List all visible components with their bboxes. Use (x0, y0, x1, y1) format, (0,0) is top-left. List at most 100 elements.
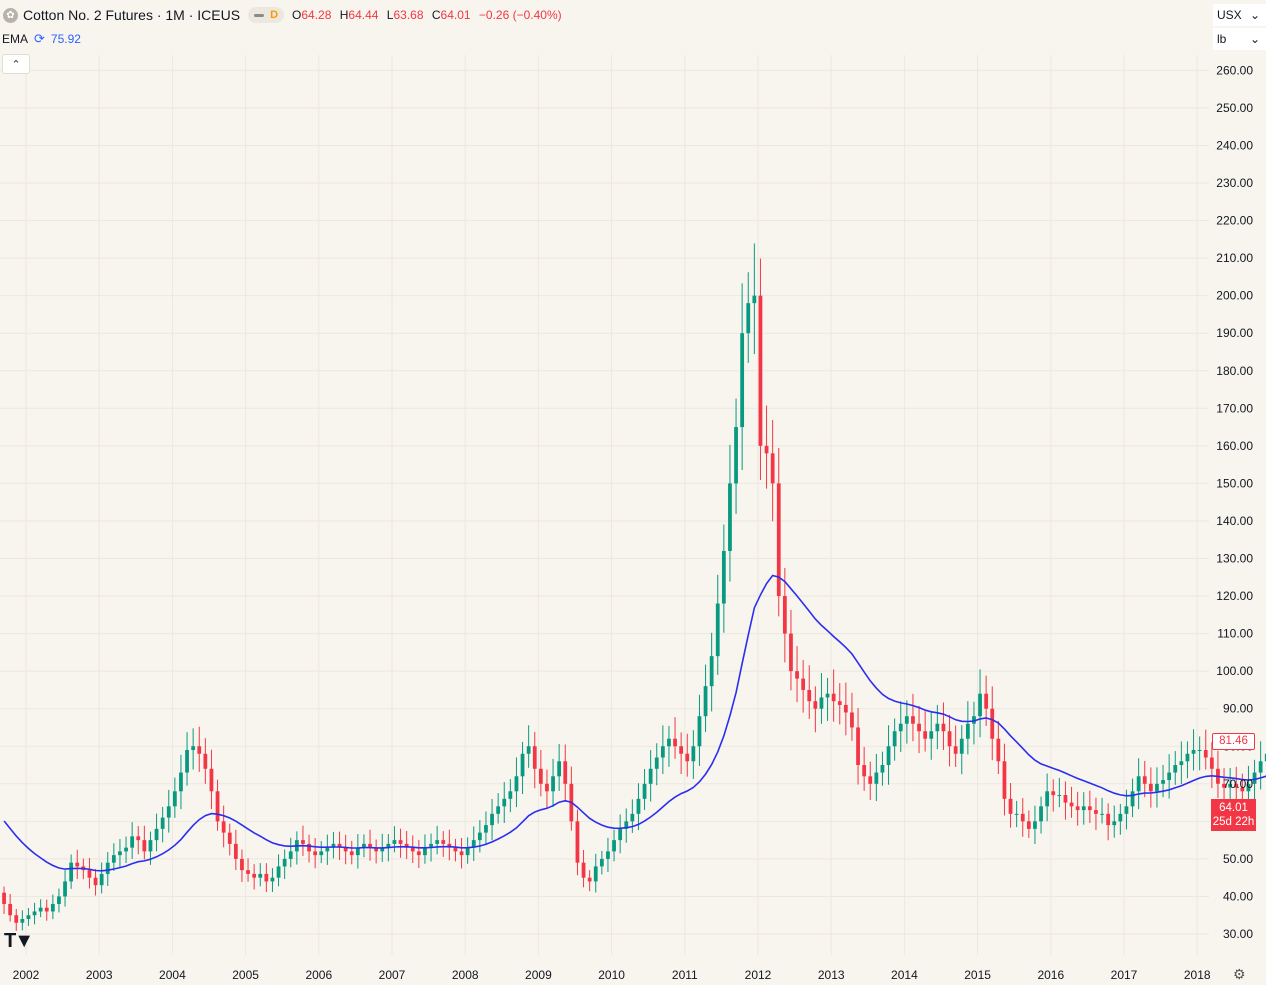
candle-body (1228, 783, 1233, 788)
y-axis[interactable]: 30.0040.0050.0060.0070.0080.0090.00100.0… (1216, 63, 1253, 941)
candle-body (1173, 765, 1178, 773)
symbol-title[interactable]: Cotton No. 2 Futures · 1M · ICEUS (23, 7, 241, 23)
candle-body (374, 847, 379, 852)
candle-body (258, 873, 263, 878)
candle-body (99, 873, 104, 886)
indicator-legend[interactable]: EMA ⟳ 75.92 (0, 30, 81, 48)
candle-body (508, 791, 513, 799)
refresh-icon[interactable]: ⟳ (34, 31, 45, 46)
candle-body (685, 753, 690, 762)
candle-body (453, 847, 458, 852)
last-price-value: 64.01 (1219, 802, 1248, 814)
candle-body (1063, 795, 1068, 803)
candle-body (1167, 772, 1172, 781)
candle-body (764, 445, 769, 454)
candle-body (264, 873, 269, 882)
candle-body (435, 840, 440, 844)
data-status-badge[interactable]: D (248, 7, 285, 23)
candle-body (1020, 813, 1025, 822)
candle-body (1246, 783, 1251, 792)
candle-body (416, 851, 421, 856)
candle-body (1252, 772, 1257, 784)
y-tick-label: 120.00 (1216, 589, 1253, 603)
chevron-down-icon: ⌄ (1249, 32, 1260, 46)
candle-body (959, 738, 964, 754)
candle-body (520, 753, 525, 777)
candle-body (319, 851, 324, 856)
candle-body (1197, 750, 1202, 752)
candle-body (191, 746, 196, 751)
candle-body (331, 843, 336, 848)
x-tick-label: 2012 (745, 968, 772, 982)
candle-body (14, 915, 19, 923)
candle-body (270, 877, 275, 882)
candle-body (209, 768, 214, 792)
candle-body (502, 798, 507, 807)
candle-body (1112, 821, 1117, 826)
x-tick-label: 2016 (1037, 968, 1064, 982)
candle-body (215, 791, 220, 822)
candle-body (124, 847, 128, 852)
high-value: 64.44 (348, 8, 379, 22)
candlestick-series (2, 243, 1266, 931)
candle-body (1209, 757, 1214, 769)
candle-body (1033, 821, 1037, 829)
candle-body (197, 746, 202, 754)
x-tick-label: 2007 (379, 968, 406, 982)
candle-body (307, 843, 311, 852)
x-axis[interactable]: 2002 2003 2004 2005 2006 2007 2008 2009 2010 2011… (13, 968, 1211, 982)
candle-body (624, 821, 629, 829)
x-tick-label: 2010 (598, 968, 625, 982)
candle-body (538, 768, 543, 784)
ema-label[interactable]: EMA (2, 32, 29, 46)
candle-body (728, 483, 732, 551)
candle-body (612, 840, 616, 852)
unit-select[interactable]: lb ⌄ (1213, 28, 1266, 50)
candle-body (380, 847, 385, 852)
tradingview-logo-icon[interactable]: T▼ (4, 930, 34, 952)
collapse-legend-button[interactable]: ⌃ (2, 54, 30, 74)
candle-body (984, 693, 989, 709)
currency-select[interactable]: USX ⌄ (1213, 4, 1266, 26)
candle-body (87, 870, 92, 878)
candle-body (355, 847, 360, 856)
candle-body (935, 723, 940, 732)
y-tick-label: 200.00 (1216, 289, 1253, 303)
x-tick-label: 2014 (891, 968, 918, 982)
y-tick-label: 180.00 (1216, 364, 1253, 378)
x-tick-label: 2013 (818, 968, 845, 982)
candle-body (917, 723, 921, 732)
candle-body (703, 686, 708, 717)
settings-gear-icon[interactable]: ⚙ (1233, 966, 1246, 982)
candle-body (874, 772, 879, 784)
candle-body (1185, 753, 1190, 762)
candle-body (490, 813, 494, 826)
candle-body (514, 776, 519, 792)
y-tick-label: 110.00 (1217, 627, 1253, 641)
candle-body (526, 746, 531, 754)
candle-body (111, 855, 116, 863)
candle-body (1087, 806, 1092, 811)
market-status-icon (254, 13, 265, 17)
currency-value: USX (1217, 8, 1242, 22)
candle-body (813, 701, 818, 709)
y-tick-label: 30.00 (1223, 927, 1253, 941)
candle-body (575, 821, 580, 863)
x-tick-label: 2002 (13, 968, 40, 982)
candle-body (972, 716, 976, 724)
y-tick-label: 250.00 (1216, 101, 1253, 115)
candle-body (691, 746, 696, 762)
candle-body (142, 840, 147, 852)
candle-body (154, 828, 159, 841)
candle-body (160, 817, 165, 829)
candle-body (240, 858, 244, 871)
candle-body (26, 915, 31, 919)
candle-body (1100, 813, 1104, 815)
candle-body (148, 840, 153, 852)
candle-body (953, 746, 958, 754)
candle-body (1155, 783, 1159, 792)
candle-body (233, 843, 238, 859)
candle-body (185, 750, 189, 773)
candle-body (429, 843, 433, 848)
